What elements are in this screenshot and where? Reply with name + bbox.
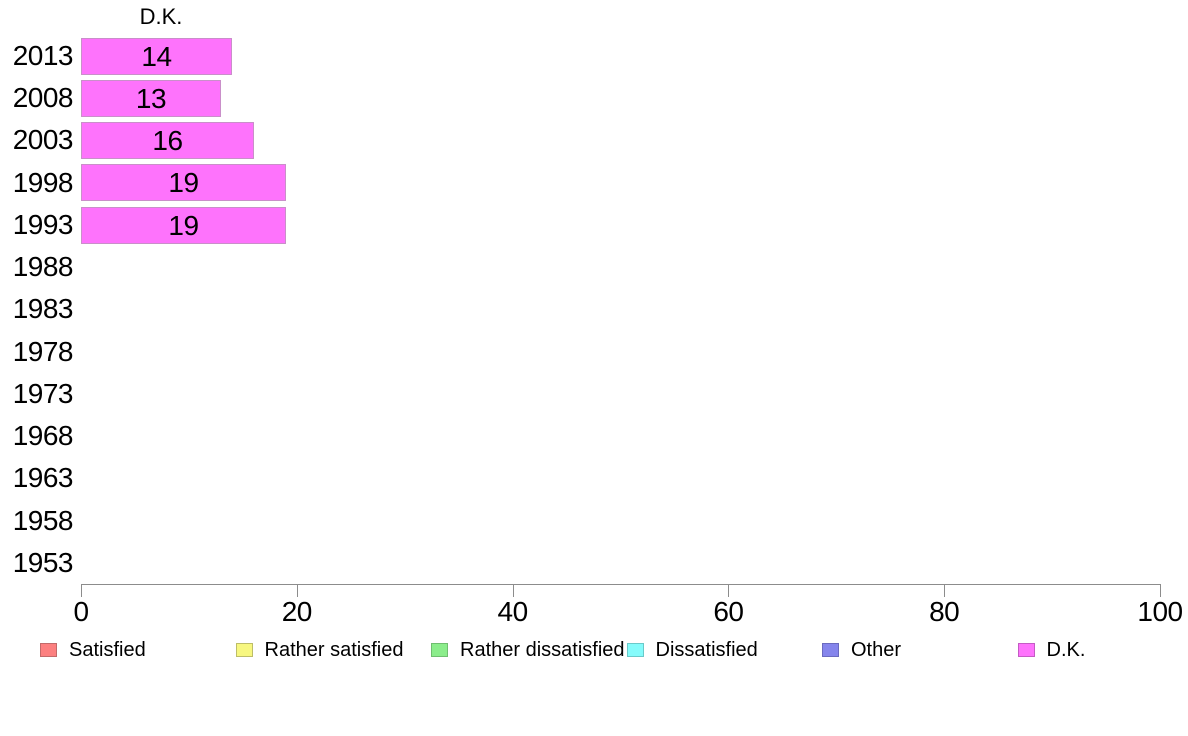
bar: 13: [81, 79, 221, 117]
chart-row: 1998 19: [0, 162, 1188, 204]
legend-label: Satisfied: [69, 639, 146, 661]
y-axis-category-label: 1988: [12, 251, 74, 283]
chart-row: 1968: [0, 415, 1188, 457]
chart-row: 1978: [0, 331, 1188, 373]
legend-label: Rather dissatisfied: [460, 639, 625, 661]
chart-row: 1993 19: [0, 204, 1188, 246]
legend-label: D.K.: [1046, 639, 1086, 661]
y-axis-category-label: 2003: [12, 124, 74, 156]
bar: 14: [81, 37, 232, 75]
chart-row: 1988: [0, 246, 1188, 288]
legend-item: D.K.: [1017, 638, 1086, 662]
chart-row: 1958: [0, 500, 1188, 542]
y-axis-category-label: 1978: [12, 335, 74, 367]
x-axis-tick-label: 40: [497, 596, 529, 627]
y-axis-category-label: 1968: [12, 420, 74, 452]
legend-swatch: [40, 643, 57, 657]
chart-row: 1963: [0, 457, 1188, 499]
legend-item: Rather satisfied: [235, 638, 404, 662]
legend-swatch: [1017, 643, 1035, 657]
legend-label: Other: [851, 639, 902, 661]
x-axis-tick-label: 80: [929, 596, 960, 627]
chart-row: 1953: [0, 542, 1188, 584]
bar: 19: [81, 206, 286, 244]
bar: 16: [81, 122, 254, 160]
x-axis-tick-label: 20: [281, 596, 313, 627]
x-axis-tick-label: 100: [1137, 596, 1183, 627]
chart-row: 2003 16: [0, 119, 1188, 161]
x-axis-tick: [1160, 584, 1161, 597]
y-axis-category-label: 1958: [12, 504, 74, 536]
chart-row: 1983: [0, 288, 1188, 330]
legend-item: Rather dissatisfied: [431, 638, 625, 662]
legend-label: Rather satisfied: [264, 639, 404, 661]
legend-item: Other: [822, 638, 901, 662]
x-axis-tick-label: 0: [73, 596, 89, 627]
legend-label: Dissatisfied: [655, 639, 758, 661]
x-axis-tick-label: 60: [713, 596, 744, 627]
chart-row: 1973: [0, 373, 1188, 415]
bar: 19: [81, 164, 286, 202]
legend-item: Dissatisfied: [626, 638, 758, 662]
bar-value-label: 16: [152, 125, 183, 157]
chart-title: D.K.: [139, 4, 183, 29]
legend-swatch: [822, 643, 839, 657]
bar-value-label: 14: [141, 40, 172, 72]
legend-swatch: [431, 643, 448, 657]
x-axis-tick: [728, 584, 730, 597]
x-axis-tick: [512, 584, 514, 597]
y-axis-category-label: 1953: [12, 546, 74, 578]
legend-item: Satisfied: [40, 638, 146, 662]
x-axis-tick: [81, 584, 82, 597]
y-axis-category-label: 1963: [12, 462, 74, 494]
y-axis-category-label: 1998: [12, 166, 74, 198]
plot-area: 2013 14 2008 13 2003 16 1998 19 1993 19 1988 1983 19…: [0, 35, 1188, 584]
legend-swatch: [626, 643, 644, 657]
y-axis-category-label: 1993: [12, 208, 74, 240]
y-axis-category-label: 2008: [12, 82, 74, 114]
chart-row: 2008 13: [0, 77, 1188, 119]
x-axis-line: [81, 584, 1161, 585]
chart-row: 2013 14: [0, 35, 1188, 77]
y-axis-category-label: 1973: [12, 377, 74, 409]
y-axis-category-label: 2013: [12, 40, 74, 71]
legend-swatch: [235, 643, 253, 657]
bar-value-label: 13: [135, 82, 167, 114]
x-axis-tick: [296, 584, 298, 597]
x-axis-tick: [944, 584, 946, 597]
bar-value-label: 19: [168, 167, 199, 199]
bar-value-label: 19: [168, 209, 199, 241]
y-axis-category-label: 1983: [12, 293, 74, 325]
